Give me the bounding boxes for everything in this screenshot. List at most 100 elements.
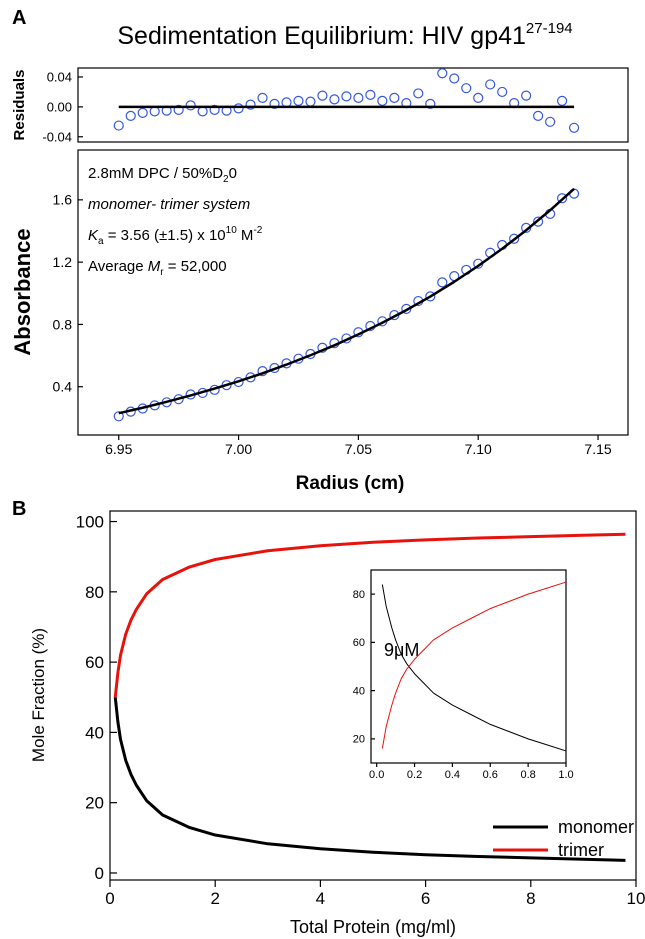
- data-point: [293, 95, 304, 106]
- data-point: [521, 90, 532, 101]
- data-point: [497, 86, 508, 98]
- x-tick-label: 0.2: [407, 769, 422, 781]
- annotation: Ka = 3.56 (±1.5) x 1010 M-2: [88, 225, 263, 247]
- annotation: Average Mr = 52,000: [88, 258, 227, 278]
- title-superscript: 27-194: [526, 20, 573, 37]
- x-tick-label: 4: [316, 889, 325, 908]
- x-tick-label: 7.00: [225, 441, 252, 457]
- y-tick-label: 0: [95, 864, 104, 883]
- data-point: [245, 372, 256, 383]
- x-tick-label: 2: [210, 889, 219, 908]
- data-point: [545, 116, 556, 127]
- y-tick-label: 20: [85, 794, 104, 813]
- data-point: [389, 92, 400, 103]
- data-point: [173, 104, 184, 115]
- data-line: [113, 697, 626, 862]
- x-tick-label: 6.95: [105, 441, 132, 457]
- x-tick-label: 7.10: [465, 441, 492, 457]
- annotation-part: Average: [88, 258, 148, 275]
- annotation-part: M: [148, 258, 161, 275]
- plot-frame: [109, 510, 637, 881]
- data-point: [305, 96, 316, 107]
- y-tick-label: 80: [353, 589, 365, 601]
- data-point: [113, 411, 124, 422]
- y-tick-label: -0.04: [42, 129, 72, 144]
- x-tick-label: 8: [526, 889, 535, 908]
- data-point: [197, 106, 208, 117]
- data-point: [413, 88, 424, 99]
- data-point: [377, 95, 388, 106]
- data-point: [509, 233, 520, 244]
- data-point: [113, 120, 124, 131]
- annotation-superscript: 10: [226, 225, 238, 236]
- x-tick-label: 0.6: [483, 769, 498, 781]
- x-tick-label: 7.05: [345, 441, 372, 457]
- x-tick-label: 0.4: [445, 769, 460, 781]
- data-point: [437, 68, 448, 79]
- data-point: [485, 79, 496, 90]
- annotation: monomer- trimer system: [88, 196, 250, 213]
- x-tick-label: 0.8: [520, 769, 535, 781]
- y-tick-label: 60: [85, 653, 104, 672]
- data-point: [329, 94, 340, 105]
- x-tick-label: 0.0: [369, 769, 384, 781]
- data-line: [118, 187, 575, 415]
- annotation-part: 2.8mM DPC / 50%D: [88, 165, 223, 182]
- data-point: [568, 122, 580, 133]
- y-tick-label: 60: [353, 637, 365, 649]
- data-point: [449, 73, 460, 84]
- data-point: [365, 89, 376, 101]
- data-point: [185, 100, 196, 111]
- y-tick-label: 40: [85, 723, 104, 742]
- data-point: [437, 277, 448, 288]
- data-point: [425, 98, 436, 109]
- annotation-part: M: [237, 227, 254, 244]
- title-text: Sedimentation Equilibrium: HIV gp41: [117, 22, 526, 50]
- y-tick-label: 20: [353, 734, 365, 746]
- x-tick-label: 6: [421, 889, 430, 908]
- data-point: [533, 110, 544, 121]
- y-axis-label: Mole Fraction (%): [29, 628, 48, 762]
- y-tick-label: 40: [353, 685, 365, 697]
- annotation-subscript: a: [98, 236, 104, 247]
- data-line: [381, 581, 567, 749]
- panel-label: B: [12, 498, 26, 520]
- annotation: 2.8mM DPC / 50%D20: [88, 165, 237, 185]
- plot-frame: [77, 67, 629, 143]
- data-point: [461, 83, 472, 94]
- data-point: [257, 92, 268, 103]
- data-point: [137, 107, 148, 118]
- y-axis-label: Absorbance: [10, 228, 35, 355]
- y-tick-label: 0.04: [47, 70, 72, 85]
- data-point: [533, 216, 544, 227]
- x-axis-label: Total Protein (mg/ml): [290, 917, 456, 937]
- legend-label: trimer: [558, 840, 604, 860]
- legend-label: monomer: [558, 817, 634, 837]
- panel-label: A: [12, 7, 26, 29]
- data-point: [149, 106, 160, 117]
- data-point: [245, 99, 256, 110]
- x-tick-label: 1.0: [558, 769, 573, 781]
- data-point: [353, 92, 364, 103]
- y-tick-label: 1.6: [53, 192, 73, 208]
- data-point: [556, 193, 568, 204]
- chart-title: Sedimentation Equilibrium: HIV gp4127-19…: [117, 20, 572, 50]
- x-axis-label: Radius (cm): [296, 473, 405, 494]
- x-tick-label: 0: [105, 889, 114, 908]
- data-point: [425, 291, 436, 302]
- annotation-part: = 3.56 (±1.5) x 10: [104, 227, 226, 244]
- data-point: [341, 91, 352, 102]
- plot-frame: [77, 149, 629, 436]
- x-tick-label: 7.15: [584, 441, 611, 457]
- data-line: [381, 584, 567, 752]
- data-point: [269, 98, 280, 109]
- y-tick-label: 0.00: [47, 99, 72, 114]
- annotation-superscript: -2: [253, 225, 262, 236]
- y-tick-label: 0.8: [53, 316, 73, 332]
- annotation-part: = 52,000: [164, 258, 227, 275]
- data-point: [317, 90, 328, 101]
- data-point: [125, 110, 136, 121]
- inset-annotation: 9μM: [384, 640, 419, 660]
- x-tick-label: 10: [627, 889, 645, 908]
